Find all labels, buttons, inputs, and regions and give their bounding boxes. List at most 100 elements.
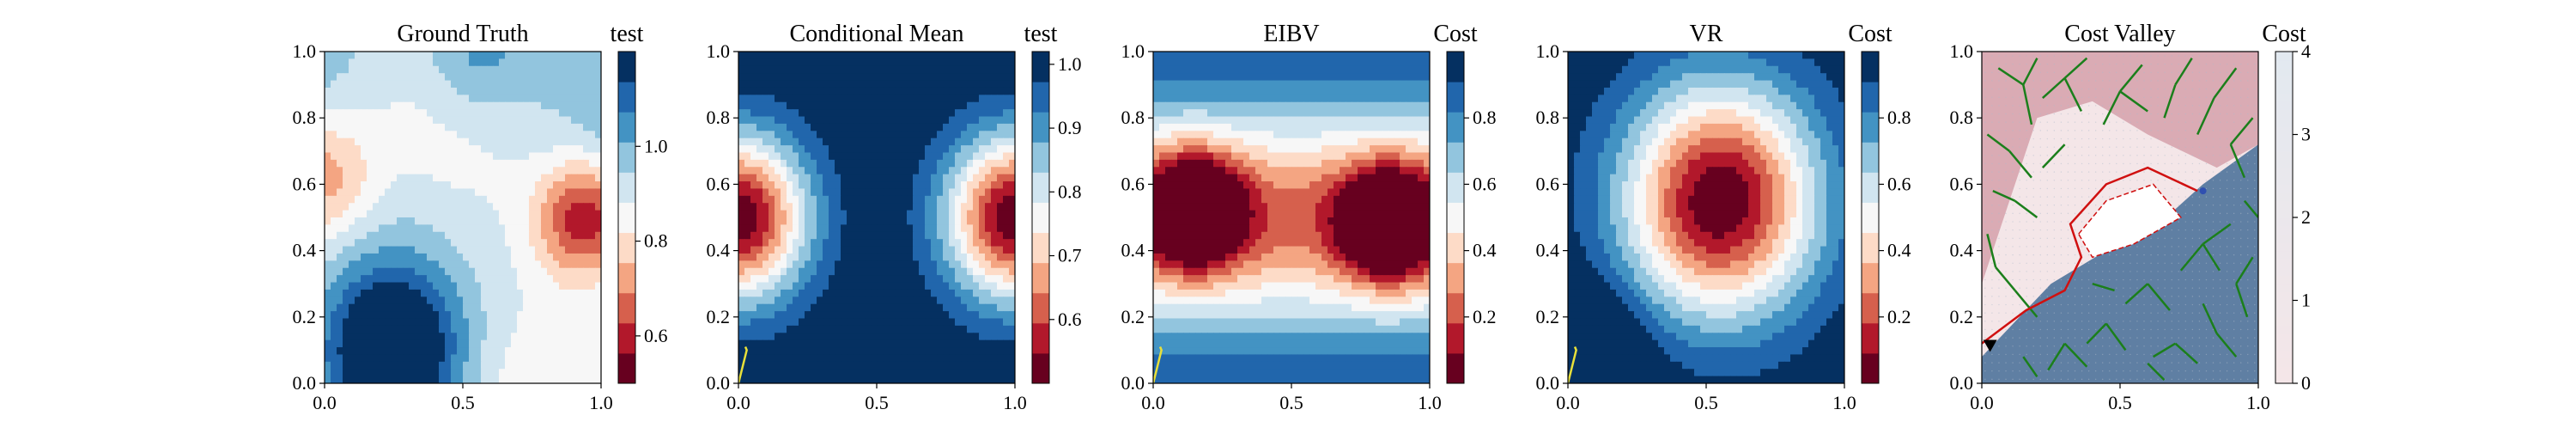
heatmap-cell (919, 224, 926, 232)
heatmap-cell (871, 167, 878, 174)
heatmap-cell (415, 376, 422, 384)
heatmap-cell (853, 318, 860, 326)
heatmap-cell (1225, 145, 1232, 153)
heatmap-cell (1273, 52, 1280, 59)
heatmap-cell (511, 88, 518, 95)
heatmap-cell (889, 58, 896, 66)
heatmap-cell (337, 124, 343, 131)
heatmap-cell (913, 73, 920, 81)
heatmap-cell (1207, 131, 1214, 138)
heatmap-cell (553, 260, 560, 268)
heatmap-cell (1382, 66, 1388, 74)
heatmap-cell (841, 117, 848, 125)
heatmap-cell (559, 333, 566, 340)
heatmap-cell (529, 232, 536, 240)
heatmap-cell (415, 211, 422, 218)
heatmap-cell (379, 376, 386, 384)
heatmap-cell (859, 117, 866, 125)
heatmap-cell (409, 160, 416, 168)
heatmap-cell (997, 203, 1004, 211)
heatmap-cell (901, 217, 908, 225)
heatmap-cell (589, 311, 596, 319)
heatmap-cell (1159, 81, 1166, 89)
heatmap-cell (762, 340, 769, 348)
heatmap-cell (1400, 81, 1406, 89)
heatmap-cell (949, 376, 956, 384)
heatmap-cell (433, 354, 440, 362)
heatmap-cell (1400, 109, 1406, 117)
heatmap-cell (505, 188, 512, 196)
heatmap-cell (343, 362, 349, 370)
heatmap-cell (1003, 296, 1010, 304)
heatmap-cell (547, 296, 554, 304)
heatmap-cell (817, 131, 823, 138)
heatmap-cell (463, 102, 470, 110)
heatmap-cell (841, 124, 848, 131)
heatmap-cell (391, 260, 398, 268)
heatmap-cell (553, 333, 560, 340)
heatmap-cell (835, 369, 841, 376)
heatmap-cell (1400, 95, 1406, 102)
heatmap-cell (535, 347, 542, 355)
heatmap-cell (955, 131, 962, 138)
heatmap-cell (762, 203, 769, 211)
heatmap-cell (439, 296, 446, 304)
heatmap-cell (343, 174, 349, 182)
heatmap-cell (829, 318, 835, 326)
heatmap-cell (571, 160, 578, 168)
heatmap-cell (361, 58, 368, 66)
heatmap-cell (1225, 131, 1232, 138)
heatmap-cell (553, 66, 560, 74)
heatmap-cell (343, 167, 349, 174)
heatmap-cell (1165, 95, 1172, 102)
heatmap-cell (756, 347, 763, 355)
heatmap-cell (1376, 131, 1382, 138)
heatmap-cell (979, 211, 986, 218)
heatmap-cell (1412, 58, 1419, 66)
heatmap-cell (769, 247, 775, 254)
heatmap-cell (397, 275, 404, 283)
heatmap-cell (325, 117, 331, 125)
heatmap-cell (493, 117, 500, 125)
heatmap-cell (793, 290, 799, 297)
heatmap-cell (421, 290, 428, 297)
heatmap-cell (738, 117, 745, 125)
heatmap-cell (750, 333, 757, 340)
heatmap-cell (409, 318, 416, 326)
heatmap-cell (349, 232, 355, 240)
heatmap-cell (769, 239, 775, 247)
heatmap-cell (385, 326, 392, 333)
heatmap-cell (457, 188, 464, 196)
heatmap-cell (547, 260, 554, 268)
heatmap-cell (781, 88, 787, 95)
heatmap-cell (901, 254, 908, 261)
heatmap-cell (541, 131, 548, 138)
heatmap-cell (811, 138, 817, 146)
heatmap-cell (775, 95, 781, 102)
heatmap-cell (589, 88, 596, 95)
heatmap-cell (877, 275, 884, 283)
heatmap-cell (361, 167, 368, 174)
heatmap-cell (481, 152, 488, 160)
heatmap-cell (829, 66, 835, 74)
heatmap-cell (835, 239, 841, 247)
heatmap-cell (499, 95, 506, 102)
heatmap-cell (750, 376, 757, 384)
heatmap-cell (853, 347, 860, 355)
heatmap-cell (859, 333, 866, 340)
heatmap-cell (499, 333, 506, 340)
heatmap-cell (919, 131, 926, 138)
heatmap-cell (756, 340, 763, 348)
heatmap-cell (991, 73, 998, 81)
heatmap-cell (493, 124, 500, 131)
heatmap-cell (517, 247, 524, 254)
heatmap-cell (565, 340, 572, 348)
heatmap-cell (997, 73, 1004, 81)
heatmap-cell (511, 124, 518, 131)
heatmap-cell (427, 311, 434, 319)
heatmap-cell (1219, 109, 1226, 117)
heatmap-cell (499, 326, 506, 333)
heatmap-cell (889, 239, 896, 247)
heatmap-cell (337, 304, 343, 312)
heatmap-cell (744, 152, 751, 160)
